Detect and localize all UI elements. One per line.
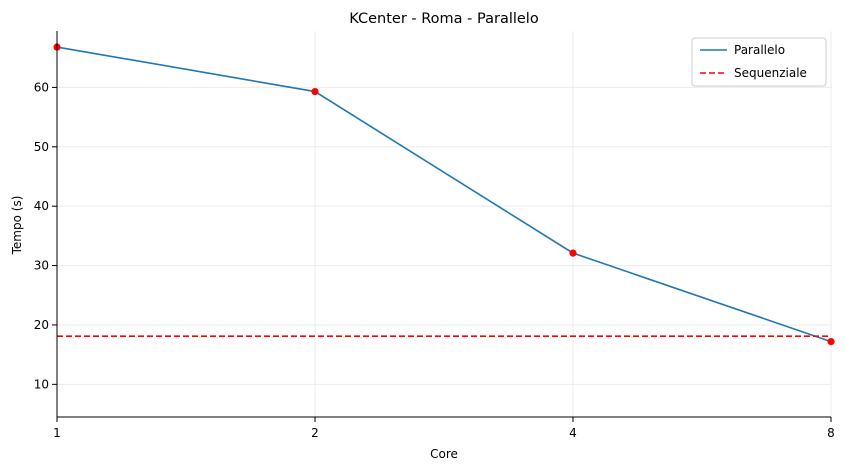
legend-label-sequenziale: Sequenziale (734, 66, 807, 80)
chart-title: KCenter - Roma - Parallelo (349, 11, 539, 27)
y-tick-label: 30 (34, 259, 49, 273)
series-parallelo-point (311, 87, 319, 96)
axes-layer: 1 2 4 8 10 20 30 40 50 60 (34, 31, 835, 440)
series-parallelo-point (569, 249, 577, 257)
x-tick-label: 8 (827, 426, 835, 440)
series-parallelo-point (827, 337, 835, 346)
x-axis-label: Core (430, 447, 458, 461)
y-tick-label: 50 (34, 140, 49, 154)
y-tick-label: 20 (34, 318, 49, 332)
series-parallelo-line (56, 46, 832, 343)
y-tick-label: 10 (34, 377, 49, 391)
x-tick-label: 4 (569, 426, 577, 440)
legend-label-parallelo: Parallelo (734, 43, 785, 57)
legend: Parallelo Sequenziale (691, 37, 827, 87)
data-layer (53, 43, 835, 346)
x-tick-label: 2 (311, 426, 319, 440)
y-tick-label: 40 (34, 199, 49, 213)
x-tick-label: 1 (53, 426, 61, 440)
y-axis-label: Tempo (s) (10, 196, 24, 256)
y-tick-label: 60 (34, 80, 49, 94)
grid-lines (56, 31, 832, 417)
